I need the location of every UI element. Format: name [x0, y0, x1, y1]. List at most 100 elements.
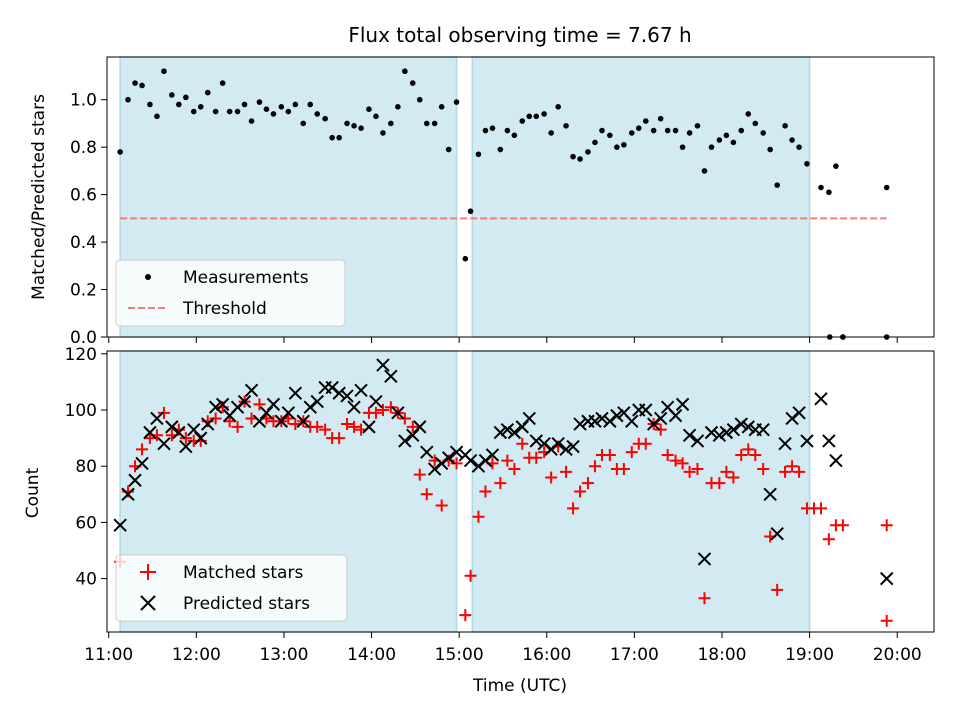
matched-star-point: [406, 420, 419, 433]
matched-star-point: [720, 465, 733, 478]
matched-star-point: [588, 460, 601, 473]
measurement-point: [132, 80, 138, 86]
measurement-point: [388, 120, 394, 127]
predicted-star-point: [697, 552, 712, 566]
matched-star-point: [464, 569, 477, 582]
matched-star-point: [836, 519, 849, 532]
y-tick-label: 0.6: [70, 186, 97, 206]
count-axes-frame: [106, 350, 935, 633]
predicted-star-point: [296, 414, 310, 428]
measurement-point: [650, 127, 657, 134]
measurement-point: [344, 120, 350, 127]
measurement-point: [730, 139, 737, 146]
matched-star-point: [530, 451, 543, 464]
predicted-star-point: [347, 400, 361, 414]
predicted-star-point: [274, 414, 289, 428]
measurement-point: [467, 208, 474, 215]
matched-star-point: [136, 443, 149, 456]
matched-star-point: [771, 583, 784, 596]
matched-star-point: [567, 502, 580, 515]
predicted-star-point: [529, 434, 543, 448]
measurement-point: [234, 108, 241, 115]
predicted-star-point: [135, 456, 149, 471]
predicted-star-point: [712, 428, 727, 443]
predicted-star-point: [595, 411, 609, 426]
count-y-axis-label: Count: [23, 467, 43, 518]
predicted-star-point: [879, 571, 894, 586]
measurement-point: [526, 113, 533, 120]
predicted-star-point: [507, 425, 522, 440]
measurement-point: [621, 141, 627, 148]
predicted-star-point: [653, 411, 668, 426]
matched-star-point: [376, 404, 389, 417]
measurement-point: [256, 99, 263, 105]
matched-star-point: [209, 412, 222, 425]
predicted-star-point: [128, 473, 142, 487]
predicted-star-point: [770, 526, 784, 541]
ratio-axes-frame: [106, 56, 935, 338]
predicted-star-point: [215, 397, 230, 412]
matched-star-point: [223, 415, 236, 428]
measurement-point: [592, 139, 598, 146]
predicted-star-point: [814, 392, 828, 406]
measurement-point: [628, 130, 635, 136]
matched-star-point: [143, 432, 156, 445]
measurement-point: [585, 149, 591, 155]
measurement-point: [395, 104, 401, 110]
measurement-point: [241, 101, 248, 108]
y-tick-label: 100: [65, 401, 97, 421]
measurement-point: [489, 125, 496, 131]
measurement-point: [270, 111, 277, 117]
y-tick-label: 0.0: [70, 328, 97, 348]
predicted-star-point: [493, 425, 508, 440]
matched-star-point: [435, 499, 448, 512]
predicted-star-point: [719, 425, 734, 440]
predicted-star-point: [354, 383, 368, 398]
predicted-star-point: [332, 386, 346, 400]
matched-star-point: [472, 510, 485, 523]
count-axis-ticks: 40 60 80 100 120 11:00 12:00 13:00 14:00 15:00 16:…: [65, 345, 922, 665]
measurement-point: [161, 68, 167, 75]
measurement-point: [125, 96, 131, 103]
measurement-point: [614, 144, 620, 150]
predicted-star-point: [741, 420, 755, 434]
measurement-point: [548, 130, 554, 136]
measurement-point: [336, 134, 342, 141]
measurement-point: [563, 123, 569, 129]
matched-star-point: [560, 465, 573, 478]
measurement-point: [796, 144, 802, 150]
predicted-star-point: [704, 425, 719, 440]
measurement-point: [438, 104, 445, 110]
ratio-axis-ticks: 0.0 0.2 0.4 0.6 0.8 1.0: [70, 91, 898, 348]
predicted-star-point: [398, 434, 412, 448]
measurement-point: [497, 146, 504, 153]
matched-star-point: [413, 468, 426, 481]
predicted-star-point: [485, 448, 500, 462]
count-legend-box: [115, 554, 348, 622]
y-tick-label: 0.4: [70, 233, 97, 253]
matched-star-point: [348, 420, 361, 433]
matched-star-point: [625, 446, 638, 459]
measurement-point: [226, 108, 233, 115]
predicted-star-point: [778, 437, 792, 451]
matched-star-point: [880, 614, 893, 627]
measurement-point: [292, 101, 299, 108]
x-tick-label: 12:00: [172, 645, 221, 665]
predicted-star-point: [187, 422, 201, 437]
measurement-point: [577, 156, 583, 162]
predicted-star-point: [310, 394, 324, 409]
measurement-point: [322, 115, 328, 122]
observing-window-band: [471, 350, 811, 633]
matched-star-point: [779, 465, 792, 478]
measurement-point: [818, 184, 824, 191]
matched-star-point: [450, 457, 463, 470]
measurement-point: [679, 144, 686, 150]
predicted-star-point: [376, 358, 390, 372]
predicted-star-point: [252, 414, 267, 428]
matched-star-point: [479, 485, 492, 498]
predicted-star-point: [288, 386, 303, 400]
predicted-star-point: [150, 411, 164, 426]
measurement-point: [453, 99, 460, 105]
count-plot-area: [113, 358, 894, 627]
matched-star-point: [749, 448, 762, 461]
